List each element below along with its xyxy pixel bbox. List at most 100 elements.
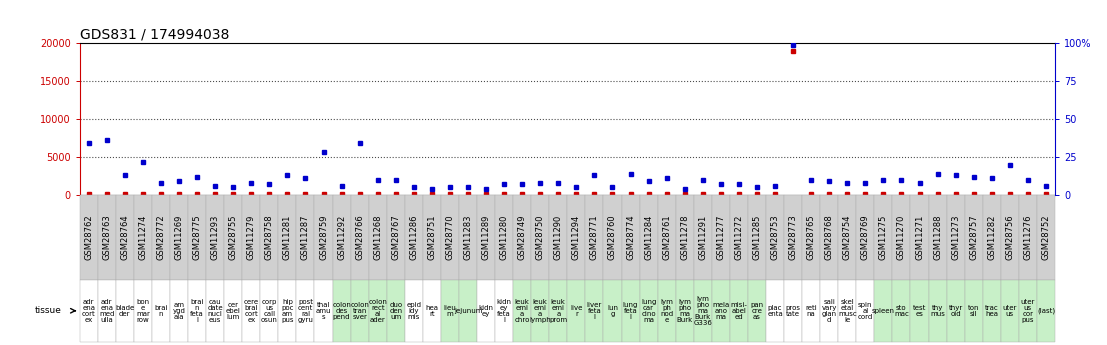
Bar bbox=[549, 195, 568, 280]
Bar bbox=[206, 280, 225, 342]
Bar bbox=[1018, 280, 1037, 342]
Text: GSM11288: GSM11288 bbox=[933, 215, 942, 260]
Text: leuk
emi
a
lymph: leuk emi a lymph bbox=[529, 299, 551, 323]
Text: uter
us: uter us bbox=[1003, 305, 1017, 317]
Text: GSM28766: GSM28766 bbox=[355, 215, 364, 260]
Text: GSM11278: GSM11278 bbox=[680, 215, 690, 260]
Bar bbox=[983, 280, 1001, 342]
Bar bbox=[838, 280, 857, 342]
Text: GSM11275: GSM11275 bbox=[879, 215, 888, 260]
Text: epid
idy
mis: epid idy mis bbox=[406, 302, 422, 320]
Bar bbox=[586, 280, 603, 342]
Text: misi-
abel
ed: misi- abel ed bbox=[731, 302, 747, 320]
Text: GSM11279: GSM11279 bbox=[247, 215, 256, 260]
Text: colon
tran
sver: colon tran sver bbox=[350, 302, 369, 320]
Bar bbox=[820, 280, 838, 342]
Text: GSM28753: GSM28753 bbox=[770, 215, 779, 260]
Text: GSM11294: GSM11294 bbox=[572, 215, 581, 260]
Bar bbox=[97, 195, 116, 280]
Text: lung
car
cino
ma: lung car cino ma bbox=[641, 299, 656, 323]
Bar bbox=[748, 195, 766, 280]
Text: GSM28757: GSM28757 bbox=[970, 215, 979, 260]
Bar bbox=[441, 280, 459, 342]
Text: lung
feta
l: lung feta l bbox=[623, 302, 639, 320]
Bar bbox=[694, 195, 712, 280]
Text: pros
tate: pros tate bbox=[786, 305, 800, 317]
Text: lieu
m: lieu m bbox=[444, 305, 456, 317]
Bar bbox=[225, 195, 242, 280]
Text: GSM28752: GSM28752 bbox=[1042, 215, 1051, 260]
Text: leuk
emi
a
prom: leuk emi a prom bbox=[549, 299, 568, 323]
Text: cer
ebel
lum: cer ebel lum bbox=[226, 302, 240, 320]
Text: uter
us
cor
pus: uter us cor pus bbox=[1021, 299, 1035, 323]
Text: GDS831 / 174994038: GDS831 / 174994038 bbox=[80, 28, 229, 42]
Bar bbox=[549, 280, 568, 342]
Bar bbox=[297, 280, 314, 342]
Bar bbox=[152, 195, 170, 280]
Bar bbox=[621, 195, 640, 280]
Bar bbox=[260, 280, 278, 342]
Bar bbox=[838, 195, 857, 280]
Bar bbox=[766, 280, 784, 342]
Text: hip
poc
am
pus: hip poc am pus bbox=[281, 299, 293, 323]
Text: am
ygd
ala: am ygd ala bbox=[173, 302, 186, 320]
Bar bbox=[567, 195, 586, 280]
Text: adr
ena
med
ulla: adr ena med ulla bbox=[100, 299, 114, 323]
Text: GSM28767: GSM28767 bbox=[391, 215, 401, 260]
Bar bbox=[459, 195, 477, 280]
Text: hea
rt: hea rt bbox=[425, 305, 438, 317]
Text: GSM11276: GSM11276 bbox=[1023, 215, 1033, 260]
Text: reti
na: reti na bbox=[805, 305, 817, 317]
Text: cere
bral
cort
ex: cere bral cort ex bbox=[244, 299, 259, 323]
Text: adr
ena
cort
ex: adr ena cort ex bbox=[82, 299, 95, 323]
Bar bbox=[875, 195, 892, 280]
Bar bbox=[983, 195, 1001, 280]
Text: lym
ph
nod
e: lym ph nod e bbox=[660, 299, 673, 323]
Bar bbox=[188, 280, 206, 342]
Text: GSM11277: GSM11277 bbox=[716, 215, 725, 260]
Bar bbox=[332, 195, 351, 280]
Bar bbox=[766, 195, 784, 280]
Text: GSM11285: GSM11285 bbox=[753, 215, 762, 260]
Bar bbox=[803, 280, 820, 342]
Bar bbox=[405, 280, 423, 342]
Bar bbox=[857, 195, 875, 280]
Bar bbox=[603, 195, 621, 280]
Bar bbox=[514, 195, 531, 280]
Bar bbox=[170, 280, 188, 342]
Text: lym
pho
ma
Burk: lym pho ma Burk bbox=[676, 299, 693, 323]
Bar bbox=[332, 280, 351, 342]
Bar bbox=[712, 280, 730, 342]
Text: GSM11282: GSM11282 bbox=[987, 215, 996, 260]
Text: post
cent
ral
gyru: post cent ral gyru bbox=[298, 299, 313, 323]
Text: GSM11272: GSM11272 bbox=[734, 215, 744, 260]
Text: skel
etal
musc
le: skel etal musc le bbox=[838, 299, 857, 323]
Bar bbox=[314, 195, 332, 280]
Bar bbox=[1037, 280, 1055, 342]
Text: kidn
ey: kidn ey bbox=[478, 305, 494, 317]
Text: GSM28761: GSM28761 bbox=[662, 215, 671, 260]
Bar bbox=[369, 280, 386, 342]
Bar bbox=[730, 195, 748, 280]
Bar bbox=[857, 280, 875, 342]
Bar bbox=[531, 195, 549, 280]
Text: jejunum: jejunum bbox=[454, 308, 483, 314]
Bar bbox=[640, 280, 658, 342]
Bar bbox=[170, 195, 188, 280]
Bar bbox=[964, 280, 983, 342]
Bar bbox=[242, 195, 260, 280]
Bar bbox=[929, 195, 946, 280]
Bar bbox=[206, 195, 225, 280]
Text: colon
rect
al
ader: colon rect al ader bbox=[369, 299, 387, 323]
Bar bbox=[892, 280, 910, 342]
Bar bbox=[225, 280, 242, 342]
Text: GSM11287: GSM11287 bbox=[301, 215, 310, 260]
Bar bbox=[1018, 195, 1037, 280]
Bar bbox=[278, 195, 297, 280]
Bar bbox=[514, 280, 531, 342]
Bar bbox=[441, 195, 459, 280]
Text: GSM11286: GSM11286 bbox=[410, 215, 418, 260]
Text: spleen: spleen bbox=[872, 308, 894, 314]
Bar bbox=[820, 195, 838, 280]
Bar bbox=[495, 280, 514, 342]
